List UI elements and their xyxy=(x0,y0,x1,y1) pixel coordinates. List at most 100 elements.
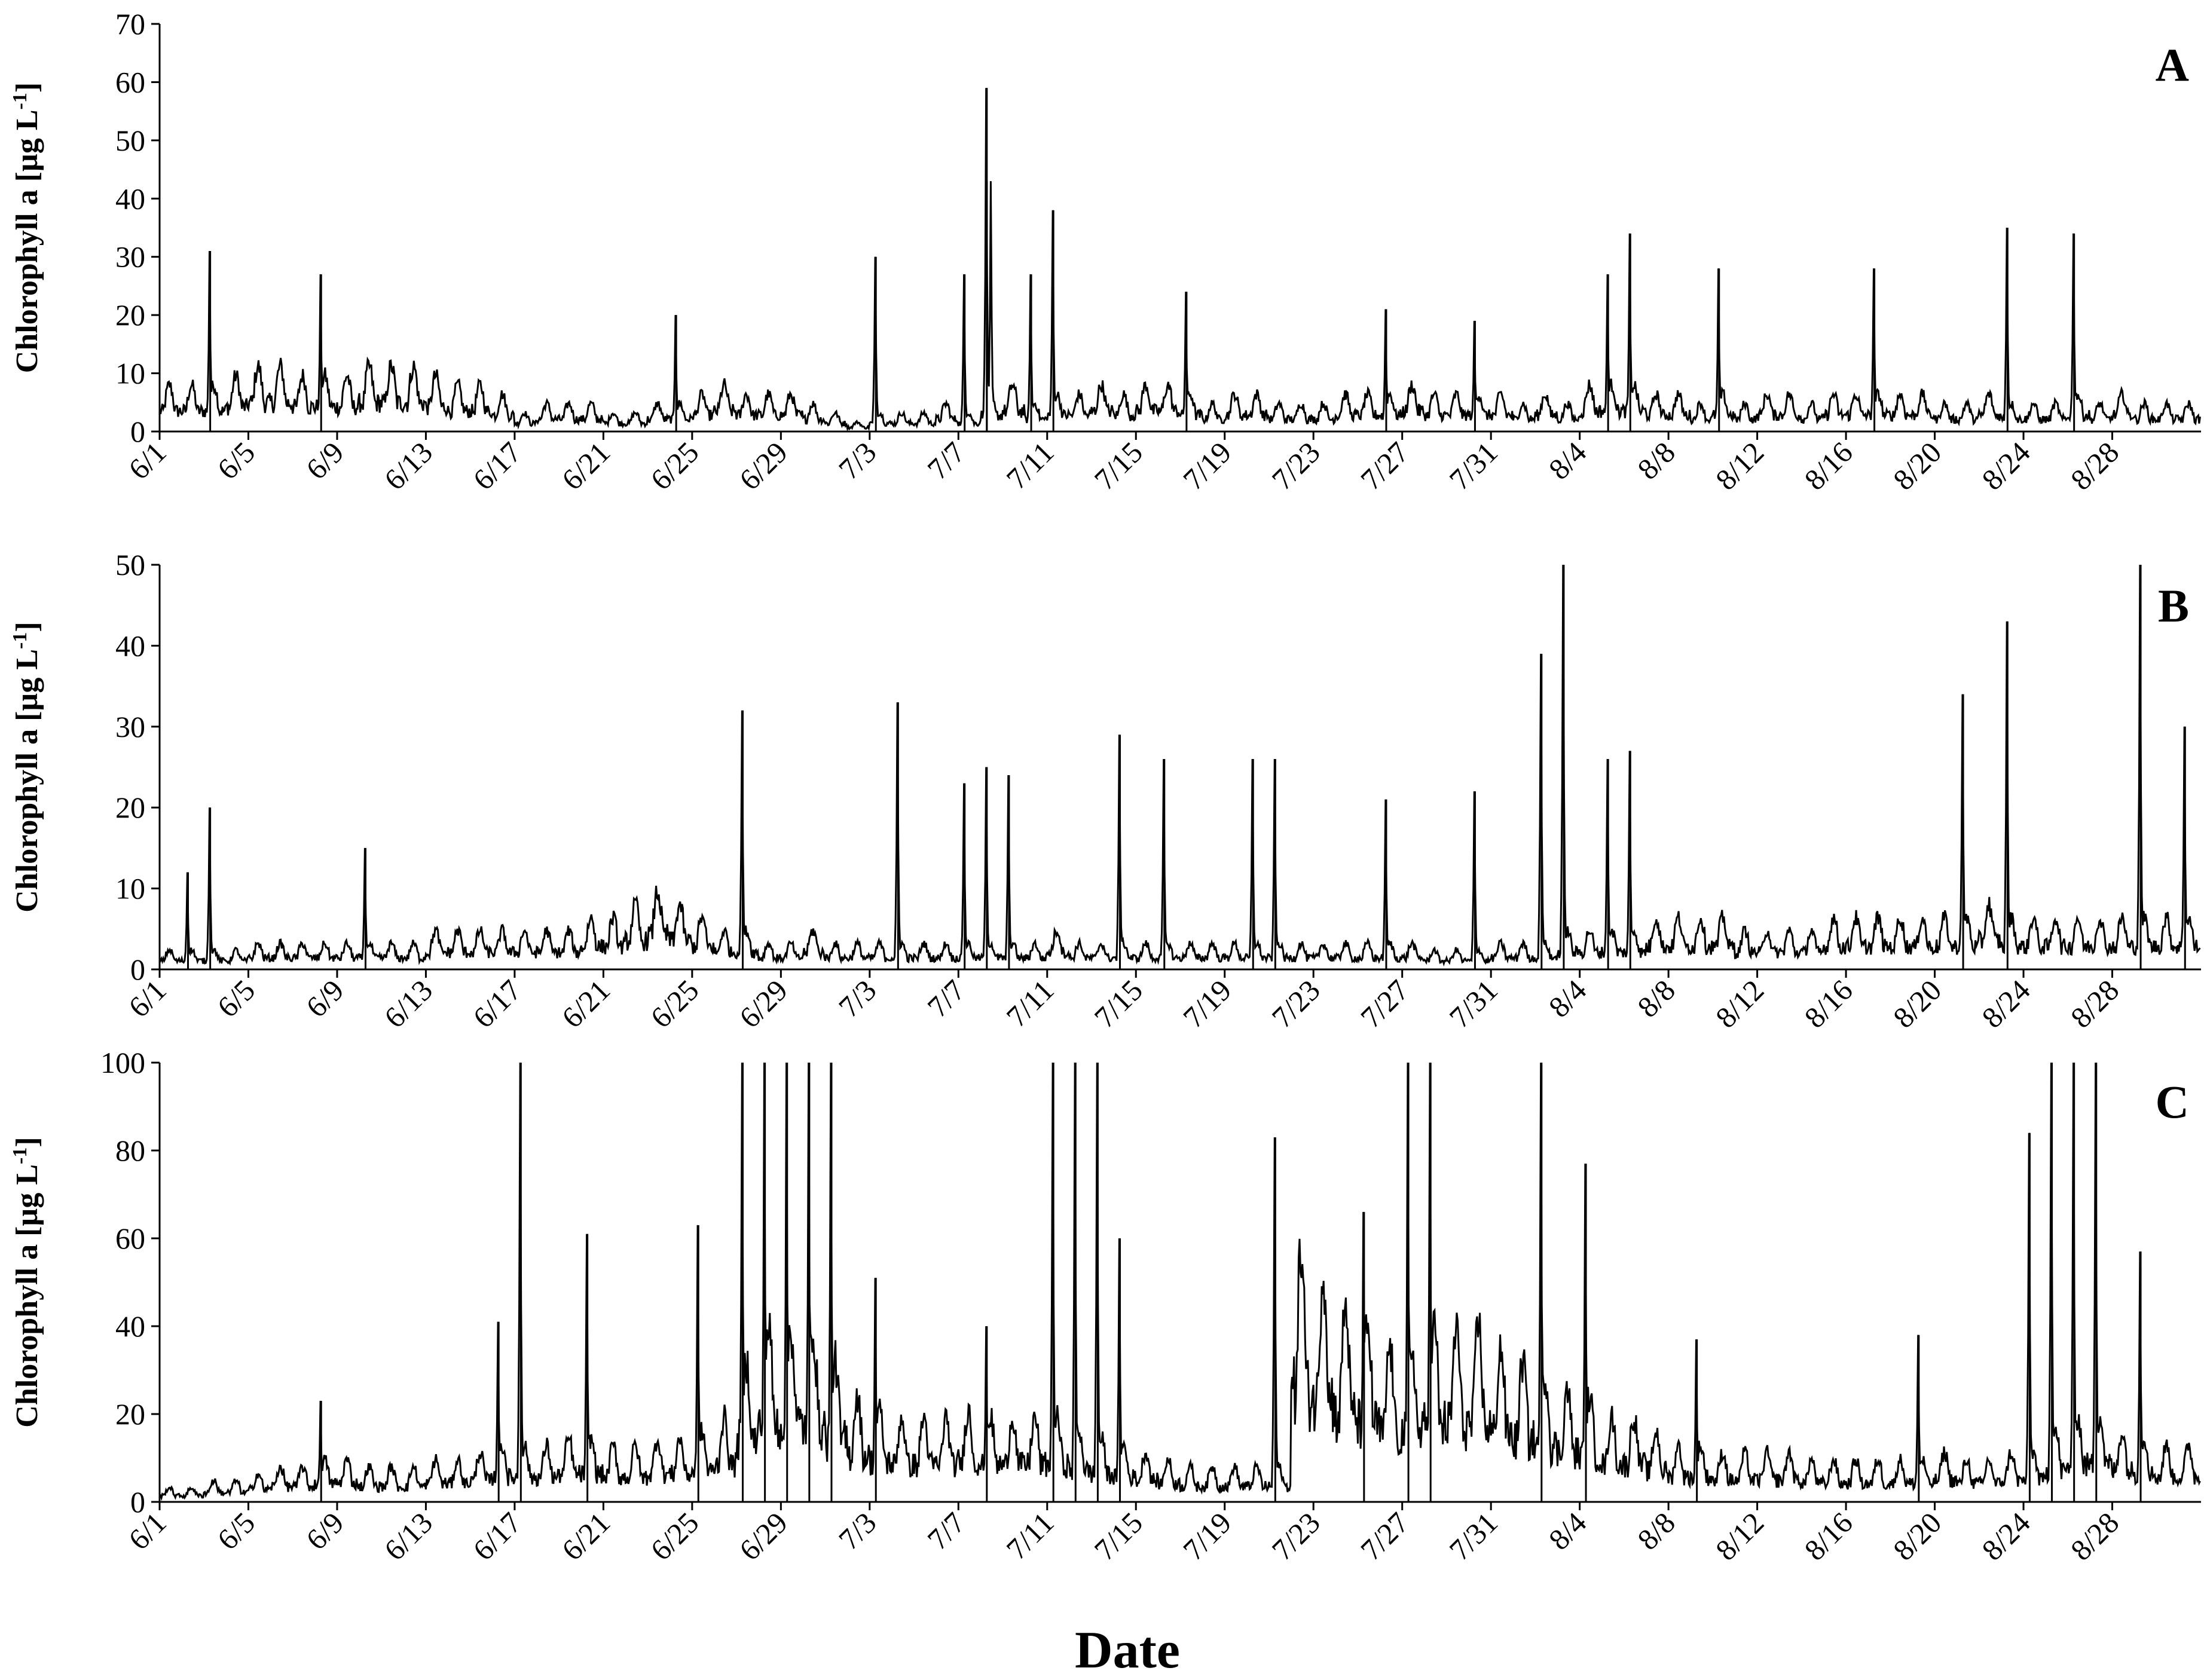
y-tick-label: 60 xyxy=(115,1222,145,1255)
x-tick-label: 6/1 xyxy=(122,435,173,486)
y-tick-label: 0 xyxy=(130,1485,145,1519)
x-tick-label: 6/25 xyxy=(644,1505,705,1566)
x-tick-label: 6/5 xyxy=(210,1505,261,1556)
y-axis-title-close: ] xyxy=(10,82,44,93)
x-tick-label: 6/13 xyxy=(378,435,439,496)
y-tick-label: 80 xyxy=(115,1134,145,1167)
y-tick-label: 100 xyxy=(100,1046,145,1079)
x-tick-label: 8/4 xyxy=(1542,1505,1593,1556)
y-tick-label: 10 xyxy=(115,872,145,905)
y-tick-label: 50 xyxy=(115,124,145,157)
y-axis-title-main: Chlorophyll a [µg L xyxy=(10,649,44,913)
x-tick-label: 8/16 xyxy=(1798,973,1858,1034)
x-tick-label: 8/28 xyxy=(2064,435,2125,496)
y-axis-title-sup: -1 xyxy=(9,93,31,109)
y-axis-title-sup: -1 xyxy=(9,1147,31,1164)
x-tick-label: 7/31 xyxy=(1442,435,1503,496)
x-tick-label: 8/24 xyxy=(1975,435,2036,496)
x-tick-label: 6/25 xyxy=(644,435,705,496)
x-tick-label: 6/21 xyxy=(555,435,616,496)
y-axis-title: Chlorophyll a [µg L-1] xyxy=(9,82,45,373)
y-tick-label: 40 xyxy=(115,1309,145,1343)
y-tick-label: 10 xyxy=(115,357,145,390)
y-tick-label: 30 xyxy=(115,240,145,274)
y-axis-title-close: ] xyxy=(10,622,44,632)
x-tick-label: 8/8 xyxy=(1631,1505,1682,1556)
x-axis-title: Date xyxy=(1075,1621,1180,1679)
x-tick-label: 7/3 xyxy=(832,973,883,1024)
panel-label: C xyxy=(2156,1076,2189,1128)
x-tick-label: 7/19 xyxy=(1176,973,1237,1034)
x-tick-label: 7/27 xyxy=(1354,1505,1415,1566)
y-tick-label: 50 xyxy=(115,548,145,582)
y-tick-label: 40 xyxy=(115,629,145,662)
x-tick-label: 6/9 xyxy=(299,1505,350,1556)
x-tick-label: 7/31 xyxy=(1442,973,1503,1034)
x-tick-label: 8/4 xyxy=(1542,973,1593,1024)
x-tick-label: 6/17 xyxy=(466,973,527,1034)
x-tick-label: 6/29 xyxy=(733,435,794,496)
x-tick-label: 8/20 xyxy=(1887,1505,1948,1566)
x-tick-label: 6/5 xyxy=(210,973,261,1024)
y-tick-label: 30 xyxy=(115,710,145,743)
y-tick-label: 70 xyxy=(115,7,145,41)
x-tick-label: 7/19 xyxy=(1176,1505,1237,1566)
x-tick-label: 7/11 xyxy=(999,435,1060,495)
x-tick-label: 6/1 xyxy=(122,973,173,1024)
panel-b: 0 10 20 30 40 50 6/1 6/5 6/9 6/13 6/17 6/21 6/25 6/29… xyxy=(9,548,2201,1035)
x-tick-label: 8/12 xyxy=(1709,973,1770,1034)
x-tick-label: 8/4 xyxy=(1542,435,1593,486)
x-tick-label: 6/9 xyxy=(299,435,350,486)
x-tick-label: 7/11 xyxy=(999,973,1060,1033)
y-tick-label: 20 xyxy=(115,298,145,332)
y-tick-label: 0 xyxy=(130,415,145,448)
x-tick-label: 7/3 xyxy=(832,1505,883,1556)
chlorophyll-series-line xyxy=(158,88,2201,432)
x-tick-label: 6/21 xyxy=(555,973,616,1034)
y-tick-label: 60 xyxy=(115,65,145,99)
panel-label: A xyxy=(2156,39,2189,91)
x-tick-label: 6/13 xyxy=(378,1505,439,1566)
x-tick-label: 8/16 xyxy=(1798,435,1858,496)
y-axis-title: Chlorophyll a [µg L-1] xyxy=(9,1137,45,1427)
x-tick-label: 6/5 xyxy=(210,435,261,486)
x-tick-label: 8/8 xyxy=(1631,435,1682,486)
x-tick-label: 7/15 xyxy=(1088,973,1149,1034)
x-tick-label: 6/29 xyxy=(733,973,794,1034)
y-tick-label: 40 xyxy=(115,182,145,215)
y-tick-label: 20 xyxy=(115,791,145,824)
x-tick-label: 7/19 xyxy=(1176,435,1237,496)
y-tick-label: 0 xyxy=(130,953,145,986)
x-tick-label: 7/7 xyxy=(921,435,971,486)
y-tick-label: 20 xyxy=(115,1397,145,1431)
x-tick-label: 7/27 xyxy=(1354,973,1415,1034)
x-tick-label: 8/8 xyxy=(1631,973,1682,1024)
x-tick-label: 6/9 xyxy=(299,973,350,1024)
y-axis-title-main: Chlorophyll a [µg L xyxy=(10,109,44,373)
x-tick-label: 7/7 xyxy=(921,973,971,1024)
x-tick-label: 8/12 xyxy=(1709,435,1770,496)
x-tick-label: 7/15 xyxy=(1088,1505,1149,1566)
x-tick-label: 8/20 xyxy=(1887,435,1948,496)
x-tick-label: 6/17 xyxy=(466,435,527,496)
x-tick-label: 6/29 xyxy=(733,1505,794,1566)
x-tick-label: 8/28 xyxy=(2064,1505,2125,1566)
x-tick-label: 7/23 xyxy=(1265,1505,1326,1566)
y-axis-title: Chlorophyll a [µg L-1] xyxy=(9,622,45,912)
x-tick-label: 8/20 xyxy=(1887,973,1948,1034)
x-tick-label: 7/11 xyxy=(999,1505,1060,1566)
x-tick-label: 6/13 xyxy=(378,973,439,1034)
y-axis-title-sup: -1 xyxy=(9,632,31,649)
x-tick-label: 8/24 xyxy=(1975,973,2036,1034)
x-tick-label: 6/21 xyxy=(555,1505,616,1566)
x-tick-label: 8/24 xyxy=(1975,1505,2036,1566)
panel-a: 0 10 20 30 40 50 60 70 6/1 6/5 6/9 6/13 6/17 6/21 6/25… xyxy=(9,7,2201,497)
x-tick-label: 7/15 xyxy=(1088,435,1149,496)
panel-c: 0 20 40 60 80 100 6/1 6/5 6/9 6/13 6/17 6/21 6/25 6/2… xyxy=(9,1046,2201,1567)
x-tick-label: 7/23 xyxy=(1265,973,1326,1034)
y-axis-title-close: ] xyxy=(10,1137,44,1147)
panel-label: B xyxy=(2158,580,2189,632)
x-tick-label: 6/1 xyxy=(122,1505,173,1556)
x-tick-label: 8/12 xyxy=(1709,1505,1770,1566)
